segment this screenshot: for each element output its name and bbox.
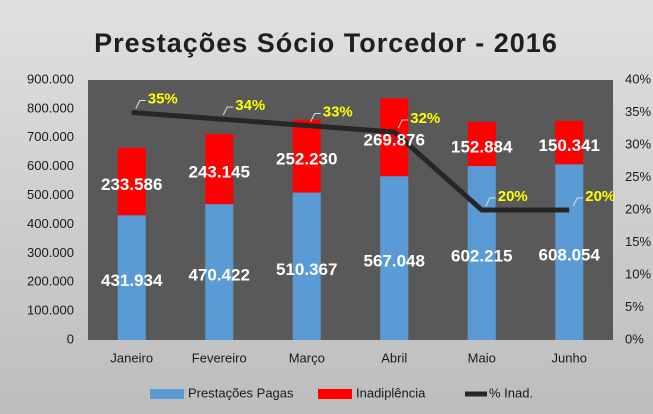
y2-tick-label: 30%	[625, 136, 651, 151]
data-label: 608.054	[539, 246, 601, 265]
percent-label: 20%	[498, 188, 528, 205]
legend-label: Prestações Pagas	[188, 385, 294, 400]
data-label: 243.145	[189, 162, 250, 181]
bar	[117, 147, 146, 216]
callout	[135, 100, 146, 109]
y-tick-label: 600.000	[27, 158, 74, 173]
data-label: 567.048	[364, 252, 425, 271]
percent-label: 32%	[410, 110, 440, 127]
bar	[380, 176, 409, 340]
y2-tick-label: 10%	[625, 266, 651, 281]
legend-swatch	[150, 389, 184, 399]
x-tick-label: Abril	[381, 350, 407, 365]
data-label: 602.215	[451, 246, 512, 265]
legend-label: Inadiplência	[356, 385, 426, 400]
percent-label: 20%	[585, 188, 615, 205]
bar	[467, 166, 496, 340]
data-label: 431.934	[101, 271, 163, 290]
y-tick-label: 500.000	[27, 187, 74, 202]
y-tick-label: 300.000	[27, 245, 74, 260]
bar	[467, 121, 496, 167]
y2-tick-label: 0%	[625, 331, 644, 346]
y-tick-label: 0	[67, 331, 74, 346]
callout	[310, 113, 321, 122]
bar	[205, 204, 234, 340]
percent-label: 34%	[235, 97, 265, 114]
y-tick-label: 900.000	[27, 71, 74, 86]
y-tick-label: 100.000	[27, 303, 74, 318]
callout	[572, 197, 584, 207]
data-label: 152.884	[451, 137, 513, 156]
line	[131, 110, 570, 213]
x-tick-label: Maio	[468, 350, 496, 365]
percent-label: 33%	[323, 103, 353, 120]
y2-tick-label: 15%	[625, 234, 651, 249]
bar	[117, 215, 146, 340]
callout	[222, 106, 234, 116]
bar	[292, 192, 321, 340]
legend-swatch	[318, 389, 352, 399]
bar	[205, 133, 234, 205]
y2-tick-label: 25%	[625, 169, 651, 184]
x-tick-label: Junho	[552, 350, 587, 365]
chart-title: Prestações Sócio Torcedor - 2016	[94, 28, 558, 58]
legend-label: % Inad.	[489, 385, 533, 400]
y-tick-label: 800.000	[27, 100, 74, 115]
y-tick-label: 200.000	[27, 274, 74, 289]
y2-tick-label: 35%	[625, 104, 651, 119]
bar	[555, 120, 584, 165]
data-label: 510.367	[276, 260, 337, 279]
bar	[555, 164, 584, 340]
x-tick-label: Fevereiro	[192, 350, 247, 365]
data-label: 233.586	[101, 175, 162, 194]
data-label: 252.230	[276, 150, 337, 169]
data-label: 150.341	[539, 136, 600, 155]
data-label: 470.422	[189, 266, 250, 285]
callout	[485, 197, 496, 207]
percent-label: 35%	[148, 90, 178, 107]
y2-tick-label: 40%	[625, 71, 651, 86]
data-label: 269.876	[364, 131, 425, 150]
x-tick-label: Março	[289, 350, 325, 365]
y2-tick-label: 20%	[625, 201, 651, 216]
y-tick-label: 400.000	[27, 216, 74, 231]
y2-tick-label: 5%	[625, 299, 644, 314]
y-tick-label: 700.000	[27, 129, 74, 144]
bar	[292, 119, 321, 193]
x-tick-label: Janeiro	[110, 350, 153, 365]
callout	[397, 119, 409, 129]
